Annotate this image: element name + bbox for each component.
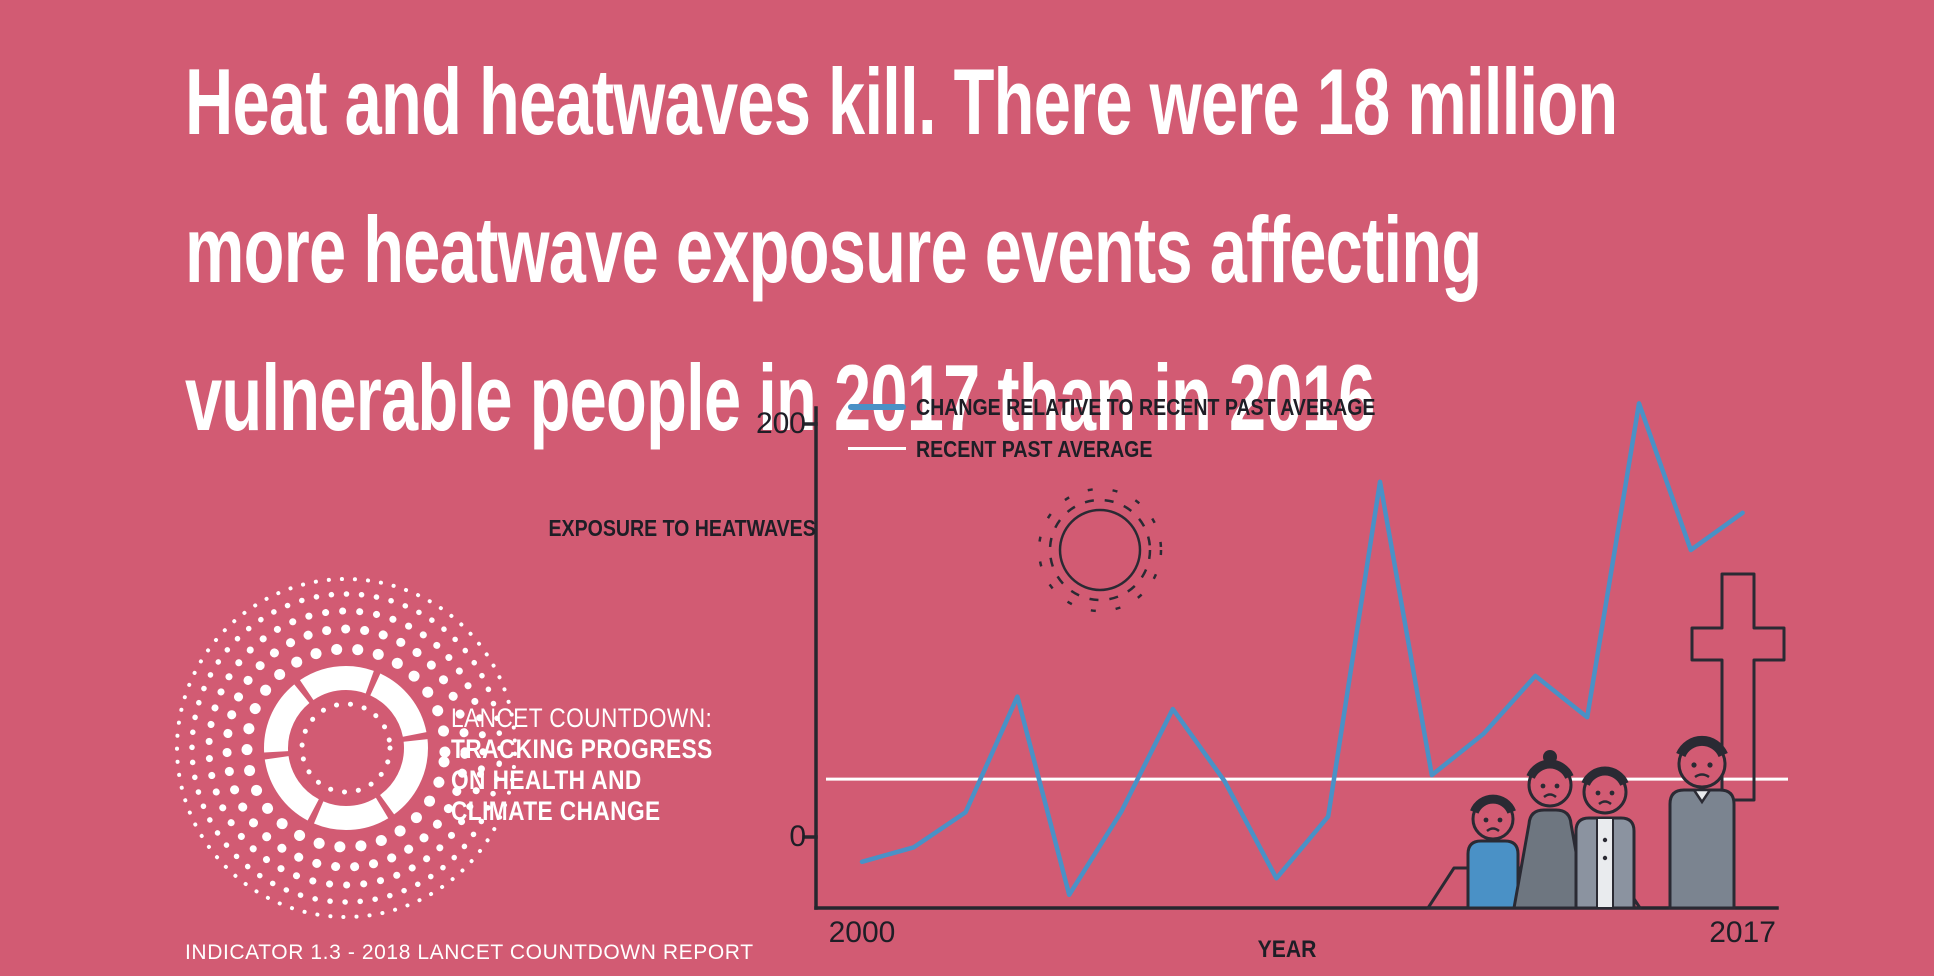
legend-label-change: CHANGE RELATIVE TO RECENT PAST AVERAGE	[916, 394, 1376, 420]
mourner-figure	[1512, 750, 1588, 910]
page-title: Heat and heatwaves kill. There were 18 m…	[185, 28, 1618, 472]
page-title-line: more heatwave exposure events affecting	[185, 197, 1482, 302]
funeral-scene-illustration	[1426, 572, 1786, 910]
legend-line-sample-change	[848, 404, 906, 410]
logo-wordmark-line: TRACKING PROGRESS	[451, 734, 713, 764]
x-axis-label: YEAR	[1257, 936, 1317, 963]
legend-label-average: RECENT PAST AVERAGE	[916, 436, 1153, 462]
logo-wordmark-line: ON HEALTH AND	[451, 765, 642, 795]
page-title-line: Heat and heatwaves kill. There were 18 m…	[185, 49, 1618, 154]
logo-wordmark: LANCET COUNTDOWN: TRACKING PROGRESS ON H…	[451, 703, 713, 827]
change-relative-line	[859, 401, 1745, 898]
y-axis-label: EXPOSURE TO HEATWAVES	[548, 515, 816, 541]
page-title-line: vulnerable people in 2017 than in 2016	[185, 345, 1375, 450]
logo-wordmark-line: LANCET COUNTDOWN:	[451, 703, 713, 733]
report-indicator-label: INDICATOR 1.3 - 2018 LANCET COUNTDOWN RE…	[185, 941, 754, 964]
legend-line-sample-average	[848, 447, 906, 450]
lancet-countdown-logo-icon	[174, 577, 517, 919]
x-axis-tick-2017: 2017	[1709, 916, 1776, 949]
logo-wordmark-line: CLIMATE CHANGE	[451, 796, 661, 826]
sun-icon	[1037, 487, 1163, 613]
y-axis-tick-0: 0	[789, 820, 806, 853]
cross-icon	[1690, 572, 1786, 802]
heatwave-exposure-chart	[802, 401, 1788, 910]
y-axis-tick-200: 200	[755, 407, 806, 440]
mourner-figure	[1466, 794, 1520, 910]
x-axis-tick-2000: 2000	[828, 916, 896, 949]
mourner-figure	[1574, 766, 1636, 910]
mourner-figure	[1668, 735, 1736, 910]
